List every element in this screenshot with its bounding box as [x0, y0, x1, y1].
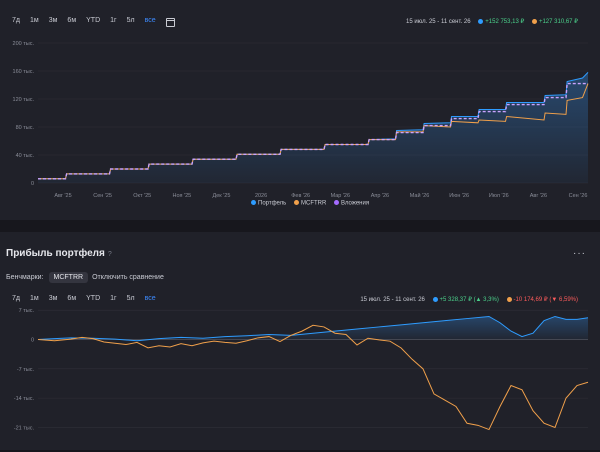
y-tick-label: 40 тыс. — [16, 153, 35, 159]
profit-title-text: Прибыль портфеля — [6, 248, 105, 259]
legend-portfolio[interactable]: Портфель — [258, 200, 287, 207]
legend-mcftrr-icon — [293, 200, 299, 205]
range-1m[interactable]: 1м — [29, 17, 39, 24]
date-range: 15 июл. 25 - 11 сент. 26 — [406, 19, 471, 25]
mcftrr-dot-icon — [506, 296, 512, 302]
portfolio-profit: +5 328,37 ₽ — [439, 297, 472, 303]
range-selector: 7д 1м 3м 6м YTD 1г 5л все — [12, 17, 185, 27]
bottom-stats: 15 июл. 25 - 11 сент. 26 +5 328,37 ₽ (▲ … — [360, 296, 578, 303]
x-tick-label: Сен '25 — [93, 193, 112, 199]
portfolio-area — [38, 72, 588, 183]
x-tick-label: Мар '26 — [331, 193, 350, 199]
range-3m[interactable]: 3м — [48, 17, 58, 24]
help-icon[interactable]: ? — [107, 251, 112, 258]
x-tick-label: Ноя '25 — [172, 193, 191, 199]
range-all[interactable]: все — [144, 295, 156, 302]
y-tick-label: 200 тыс. — [13, 41, 35, 47]
mcftrr-dot-icon — [531, 18, 537, 24]
top-stats: 15 июл. 25 - 11 сент. 26 +152 753,13 ₽ +… — [406, 18, 578, 25]
mcftrr-profit: -10 174,69 ₽ — [513, 297, 548, 303]
portfolio-value-panel: 7д 1м 3м 6м YTD 1г 5л все 15 июл. 25 - 1… — [0, 0, 600, 220]
x-tick-label: Авг '25 — [54, 193, 71, 199]
range-1y[interactable]: 1г — [110, 295, 117, 302]
x-tick-label: Авг '26 — [530, 193, 547, 199]
portfolio-dot-icon — [478, 18, 484, 24]
x-tick-label: Июн '26 — [449, 193, 469, 199]
portfolio-dot-icon — [432, 296, 438, 302]
range-selector-bottom: 7д 1м 3м 6м YTD 1г 5л все — [12, 295, 166, 302]
y-tick-label: -14 тыс. — [14, 396, 35, 402]
x-tick-label: Май '26 — [410, 192, 429, 199]
range-3m[interactable]: 3м — [48, 295, 58, 302]
y-tick-label: 0 — [31, 181, 34, 187]
series-line-mcftrr — [37, 324, 589, 431]
range-7d[interactable]: 7д — [12, 17, 20, 24]
y-tick-label: 7 тыс. — [19, 308, 35, 314]
y-tick-label: -7 тыс. — [17, 367, 35, 373]
y-tick-label: -21 тыс. — [14, 425, 35, 431]
x-tick-label: Июл '26 — [489, 193, 509, 199]
y-tick-label: 0 — [31, 338, 34, 344]
y-tick-label: 160 тыс. — [13, 69, 35, 75]
legend-invest[interactable]: Вложения — [340, 200, 370, 207]
profit-title: Прибыль портфеля? — [6, 248, 112, 259]
range-ytd[interactable]: YTD — [86, 17, 101, 24]
portfolio-profit-area — [38, 316, 588, 341]
x-tick-label: Окт '25 — [133, 193, 151, 199]
x-tick-label: 2026 — [255, 193, 267, 199]
x-tick-label: Сен '26 — [569, 193, 588, 199]
y-tick-label: 80 тыс. — [16, 125, 35, 131]
range-1y[interactable]: 1г — [110, 17, 117, 24]
benchmark-row: Бенчмарки: MCFTRR Отключить сравнение — [6, 272, 164, 283]
range-1m[interactable]: 1м — [29, 295, 39, 302]
calendar-icon[interactable] — [165, 18, 175, 27]
portfolio-gain: +152 753,13 ₽ — [485, 19, 525, 25]
series-line-portfolio — [37, 315, 589, 342]
legend-portfolio-icon — [251, 200, 256, 205]
x-tick-label: Фев '26 — [291, 193, 310, 199]
legend-mcftrr[interactable]: MCFTRR — [300, 200, 327, 207]
benchmark-label: Бенчмарки: — [6, 274, 44, 281]
x-tick-label: Апр '26 — [371, 193, 389, 199]
range-6m[interactable]: 6м — [67, 17, 77, 24]
range-5y[interactable]: 5л — [126, 17, 135, 24]
range-all[interactable]: все — [144, 17, 156, 24]
legend-invest-icon — [333, 200, 339, 205]
benchmark-chip[interactable]: MCFTRR — [48, 272, 89, 283]
more-menu-icon[interactable]: ··· — [573, 248, 586, 259]
y-tick-label: 120 тыс. — [13, 97, 35, 103]
range-6m[interactable]: 6м — [67, 295, 77, 302]
x-tick-label: Дек '25 — [213, 193, 231, 199]
range-ytd[interactable]: YTD — [86, 295, 101, 302]
date-range: 15 июл. 25 - 11 сент. 26 — [360, 297, 425, 303]
range-7d[interactable]: 7д — [12, 295, 20, 302]
mcftrr-gain: +127 310,67 ₽ — [538, 19, 578, 25]
range-5y[interactable]: 5л — [126, 295, 135, 302]
mcftrr-profit-pct: (▼ 6,59%) — [549, 297, 578, 303]
disable-compare-link[interactable]: Отключить сравнение — [92, 274, 164, 281]
portfolio-value-chart: 0 40 тыс. 80 тыс. 120 тыс. 160 тыс. 200 тыс. А… — [13, 41, 589, 199]
portfolio-profit-pct: (▲ 3,3%) — [473, 297, 499, 303]
chart-legend: Портфель MCFTRR Вложения — [245, 200, 369, 207]
portfolio-profit-chart: 7 тыс. 0 -7 тыс. -14 тыс. -21 тыс. — [14, 308, 589, 431]
